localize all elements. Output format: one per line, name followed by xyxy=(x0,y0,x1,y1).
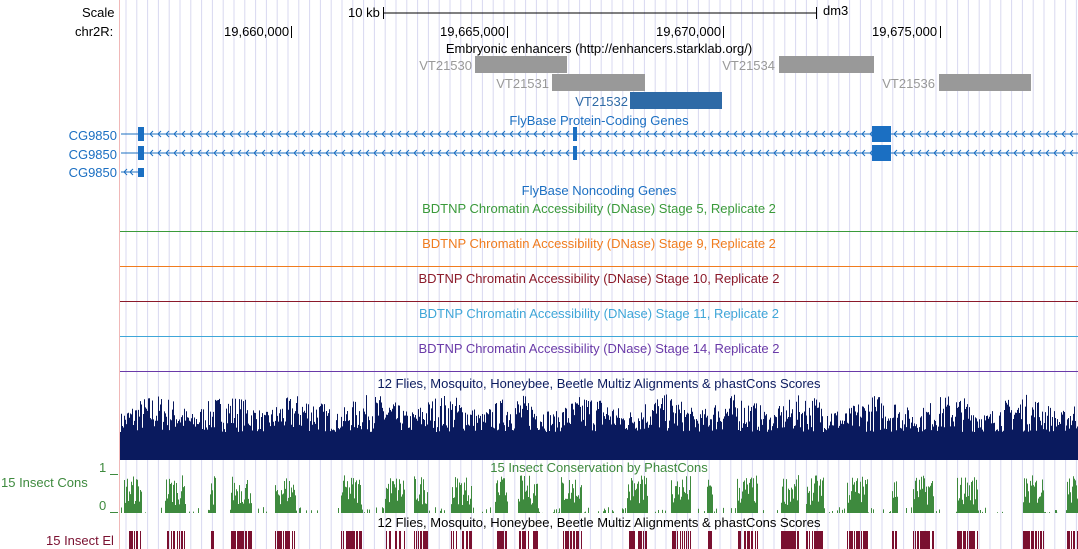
dnase-stage11-signal[interactable] xyxy=(120,336,1078,337)
phastcons-ymax-label: 1 xyxy=(99,460,107,475)
dnase-stage10-signal[interactable] xyxy=(120,301,1078,302)
conserved-elements[interactable] xyxy=(120,531,1078,549)
ruler-tick-label: 19,675,000 xyxy=(872,24,938,39)
dnase-stage11-track-title: BDTNP Chromatin Accessibility (DNase) St… xyxy=(418,306,780,321)
enhancer-feature-vt21536[interactable] xyxy=(939,74,1031,91)
chrom-label: chr2R: xyxy=(75,24,114,39)
dnase-stage14-track-title: BDTNP Chromatin Accessibility (DNase) St… xyxy=(418,341,780,356)
dnase-stage14-signal[interactable] xyxy=(120,371,1078,372)
scale-bar-label: 10 kb xyxy=(348,5,380,20)
dnase-stage5-track-title: BDTNP Chromatin Accessibility (DNase) St… xyxy=(422,201,776,216)
ruler-tick-label: 19,670,000 xyxy=(656,24,722,39)
phastcons-wiggle[interactable] xyxy=(120,475,1078,513)
ruler-tick-label: 19,660,000 xyxy=(224,24,290,39)
noncoding-genes-track-title: FlyBase Noncoding Genes xyxy=(521,183,677,198)
phastcons-side-label[interactable]: 15 Insect Cons xyxy=(1,475,88,490)
enhancer-label-vt21530[interactable]: VT21530 xyxy=(419,58,472,73)
enhancer-feature-vt21530[interactable] xyxy=(475,56,567,73)
scale-label: Scale xyxy=(82,5,115,20)
enhancer-label-vt21536[interactable]: VT21536 xyxy=(882,76,935,91)
ruler-tick-marks xyxy=(291,26,941,38)
dnase-stage5-signal[interactable] xyxy=(120,231,1078,232)
enhancer-feature-vt21534[interactable] xyxy=(779,56,874,73)
enhancer-label-vt21532[interactable]: VT21532 xyxy=(575,94,628,109)
ruler-tick-label: 19,665,000 xyxy=(440,24,506,39)
assembly-label: dm3 xyxy=(823,3,849,18)
dnase-stage10-track-title: BDTNP Chromatin Accessibility (DNase) St… xyxy=(418,271,780,286)
enhancer-feature-vt21531[interactable] xyxy=(552,74,645,91)
elements-side-label[interactable]: 15 Insect El xyxy=(46,533,114,548)
multiz-track-title: 12 Flies, Mosquito, Honeybee, Beetle Mul… xyxy=(377,376,821,391)
side-label-divider xyxy=(119,0,120,549)
phastcons-ymin-label: 0 xyxy=(99,498,107,513)
multiz-conservation-wiggle[interactable] xyxy=(120,392,1078,460)
protein-genes-track-title: FlyBase Protein-Coding Genes xyxy=(509,113,689,128)
enhancer-label-vt21531[interactable]: VT21531 xyxy=(496,76,549,91)
scale-bar xyxy=(383,7,817,19)
enhancer-feature-vt21532[interactable] xyxy=(630,92,722,109)
dnase-stage9-track-title: BDTNP Chromatin Accessibility (DNase) St… xyxy=(422,236,776,251)
phastcons-track-title: 15 Insect Conservation by PhastCons xyxy=(490,460,708,475)
dnase-stage9-signal[interactable] xyxy=(120,266,1078,267)
elements-track-title: 12 Flies, Mosquito, Honeybee, Beetle Mul… xyxy=(377,515,821,530)
gene-models[interactable] xyxy=(0,0,1078,185)
enhancers-track-title: Embryonic enhancers (http://enhancers.st… xyxy=(445,41,753,56)
transcript-label-cg9850[interactable]: CG9850 xyxy=(68,165,117,180)
transcript-label-cg9850[interactable]: CG9850 xyxy=(68,128,117,143)
enhancer-label-vt21534[interactable]: VT21534 xyxy=(722,58,775,73)
transcript-label-cg9850[interactable]: CG9850 xyxy=(68,147,117,162)
phastcons-axis-ticks xyxy=(110,474,118,513)
